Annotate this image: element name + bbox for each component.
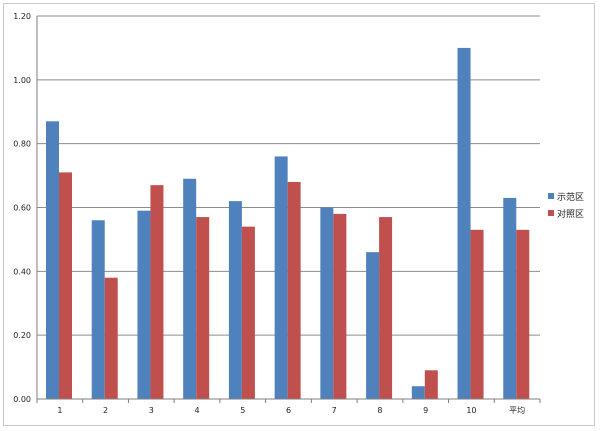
bar bbox=[183, 178, 197, 399]
bar bbox=[46, 121, 59, 399]
bar bbox=[333, 213, 347, 399]
bar bbox=[137, 210, 151, 399]
bar bbox=[470, 229, 484, 399]
x-tick-label: 9 bbox=[423, 406, 428, 415]
bar bbox=[516, 229, 530, 399]
x-tick-label: 2 bbox=[103, 406, 108, 415]
legend-label: 示范区 bbox=[557, 191, 584, 203]
bar bbox=[150, 185, 164, 399]
legend-swatch bbox=[548, 210, 554, 216]
bar bbox=[503, 197, 517, 399]
x-tick-label: 平均 bbox=[509, 405, 525, 415]
x-axis-ticks: 1 2 3 4 5 6 7 8 9 10 平均 bbox=[57, 405, 525, 415]
bar bbox=[59, 172, 72, 399]
bar bbox=[91, 220, 105, 399]
y-tick-label: 1.20 bbox=[13, 12, 31, 21]
bar bbox=[228, 201, 242, 399]
y-axis-ticks: 0.00 0.20 0.40 0.60 0.80 1.00 1.20 bbox=[13, 12, 31, 404]
x-tick-label: 1 bbox=[57, 406, 62, 415]
bar bbox=[241, 226, 255, 399]
x-tick-label: 5 bbox=[240, 406, 245, 415]
bar bbox=[196, 217, 210, 399]
bar bbox=[274, 156, 288, 399]
x-tick-label: 10 bbox=[466, 406, 476, 415]
y-tick-label: 0.40 bbox=[13, 267, 31, 276]
bar bbox=[457, 47, 471, 400]
bar bbox=[320, 207, 334, 399]
bar bbox=[424, 370, 438, 399]
y-tick-label: 0.60 bbox=[13, 204, 31, 213]
y-tick-label: 0.00 bbox=[13, 395, 31, 404]
x-tick-label: 6 bbox=[286, 406, 291, 415]
y-tick-label: 0.20 bbox=[13, 331, 31, 340]
bars bbox=[46, 47, 530, 400]
bar bbox=[366, 252, 380, 399]
bar bbox=[379, 217, 393, 399]
y-tick-label: 0.80 bbox=[13, 140, 31, 149]
bar bbox=[287, 181, 301, 399]
legend-label: 对照区 bbox=[557, 208, 584, 220]
x-tick-label: 8 bbox=[377, 406, 382, 415]
x-tick-label: 7 bbox=[332, 406, 337, 415]
x-tick-label: 4 bbox=[194, 406, 199, 415]
gridlines bbox=[37, 15, 540, 336]
axes bbox=[36, 16, 541, 403]
y-tick-label: 1.00 bbox=[13, 76, 31, 85]
bar bbox=[411, 386, 425, 399]
legend-swatch bbox=[548, 193, 554, 199]
bar bbox=[104, 277, 118, 399]
x-tick-label: 3 bbox=[149, 406, 154, 415]
